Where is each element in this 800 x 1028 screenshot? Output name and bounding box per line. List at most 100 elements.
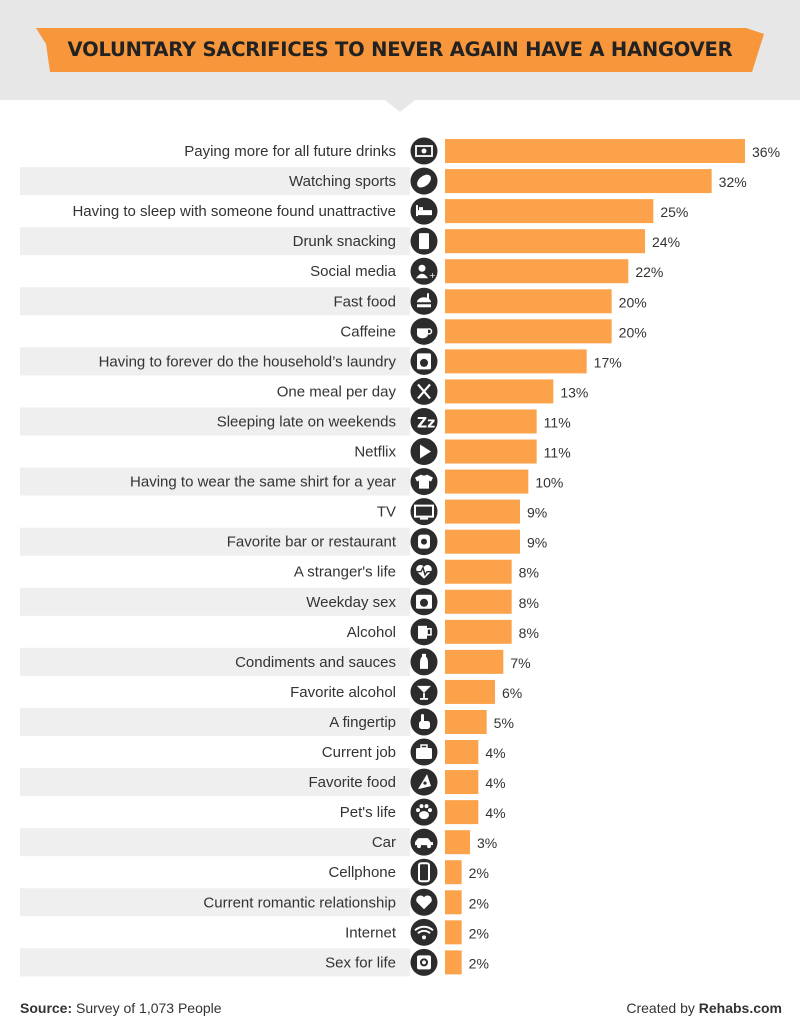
title-ribbon-shape [36, 28, 764, 72]
category-label: Paying more for all future drinks [184, 143, 396, 160]
value-label: 10% [535, 475, 563, 491]
source-note: Source: Survey of 1,073 People [20, 1000, 222, 1016]
chart-row: Netflix 11% [354, 438, 571, 466]
row-stripe [20, 347, 410, 376]
credit-text: Created by [626, 1000, 695, 1016]
value-label: 5% [494, 715, 514, 731]
bar [445, 920, 462, 945]
row-stripe [20, 707, 410, 736]
bar [445, 950, 462, 975]
chart-row: A stranger's life 8% [294, 558, 539, 586]
sleep-zzz-icon: Zz [410, 407, 438, 435]
condom-icon [410, 948, 438, 976]
row-stripe [20, 828, 410, 857]
t-shirt-icon [410, 468, 438, 496]
chart-row: Condiments and sauces 7% [20, 647, 531, 676]
bar [445, 619, 512, 644]
bar [445, 740, 479, 765]
bar [445, 499, 520, 524]
category-label: TV [377, 504, 396, 521]
value-label: 2% [469, 925, 489, 941]
category-label: Cellphone [328, 864, 396, 881]
bar [445, 559, 512, 584]
category-label: Pet's life [340, 804, 396, 821]
title-banner: VOLUNTARY SACRIFICES TO NEVER AGAIN HAVE… [36, 28, 764, 72]
value-label: 8% [519, 565, 539, 581]
bar [445, 379, 554, 404]
bar [445, 409, 537, 434]
bed-icon [410, 197, 438, 225]
category-label: Netflix [354, 444, 396, 461]
value-label: 17% [594, 354, 622, 370]
row-stripe [20, 467, 410, 496]
category-label: Condiments and sauces [235, 654, 396, 671]
car-icon [410, 828, 438, 856]
cocktail-icon [410, 678, 438, 706]
chart-row: Watching sports 32% [20, 167, 747, 196]
chart-row: Favorite food 4% [20, 768, 506, 797]
row-stripe [20, 287, 410, 316]
category-label: Having to sleep with someone found unatt… [72, 203, 396, 220]
bar [445, 319, 612, 344]
row-stripe [20, 587, 410, 616]
chart-row: Drunk snacking 24% [20, 227, 680, 256]
source-text: Survey of 1,073 People [76, 1000, 222, 1016]
heartbeat-icon [410, 558, 438, 586]
credit-brand: Rehabs.com [698, 1000, 782, 1016]
bar [445, 439, 537, 464]
tv-icon [410, 498, 438, 526]
value-label: 20% [619, 324, 647, 340]
category-label: Car [372, 834, 396, 851]
value-label: 2% [469, 955, 489, 971]
bar [445, 679, 495, 704]
category-label: Alcohol [347, 624, 396, 641]
category-label: Fast food [333, 293, 396, 310]
restaurant-icon [410, 528, 438, 556]
bar [445, 199, 654, 224]
value-label: 20% [619, 294, 647, 310]
chart-row: Alcohol 8% [347, 618, 539, 646]
bar [445, 830, 470, 855]
football-icon [410, 167, 438, 195]
value-label: 13% [560, 384, 588, 400]
category-label: Favorite bar or restaurant [227, 534, 397, 551]
bar [445, 229, 645, 254]
chart-row: Cellphone 2% [328, 858, 489, 886]
heart-icon [410, 888, 438, 916]
pointing-hand-icon [410, 708, 438, 736]
credit-note: Created by Rehabs.com [626, 1000, 782, 1016]
chart-row: Sex for life 2% [20, 948, 489, 977]
bar [445, 860, 462, 885]
chart-row: Current job 4% [322, 738, 506, 766]
chart-row: Pet's life 4% [340, 798, 506, 826]
money-icon [410, 137, 438, 165]
fork-knife-icon [410, 377, 438, 405]
chart-row: Having to wear the same shirt for a year… [20, 467, 563, 496]
chart-row: Internet 2% [345, 918, 489, 946]
value-label: 2% [469, 865, 489, 881]
wifi-icon [410, 918, 438, 946]
bar [445, 800, 479, 825]
value-label: 2% [469, 895, 489, 911]
row-stripe [20, 948, 410, 977]
value-label: 11% [544, 414, 571, 430]
chart-row: Paying more for all future drinks 36% [184, 137, 780, 165]
value-label: 32% [719, 174, 747, 190]
chart-row: Sleeping late on weekends Zz 11% [20, 407, 571, 436]
category-label: Sleeping late on weekends [217, 413, 396, 430]
fast-food-icon [410, 287, 438, 315]
category-label: A fingertip [329, 714, 396, 731]
svg-text:Zz: Zz [417, 415, 435, 431]
chart-row: Favorite alcohol 6% [290, 678, 522, 706]
category-label: Current job [322, 744, 396, 761]
category-label: Watching sports [289, 173, 396, 190]
salt-shaker-icon [410, 648, 438, 676]
category-label: Internet [345, 924, 397, 941]
value-label: 6% [502, 685, 522, 701]
paw-icon [410, 798, 438, 826]
header-notch [385, 100, 415, 112]
bar [445, 709, 487, 734]
svg-text:+: + [429, 271, 436, 280]
briefcase-icon [410, 738, 438, 766]
chart-row: One meal per day 13% [277, 377, 588, 405]
